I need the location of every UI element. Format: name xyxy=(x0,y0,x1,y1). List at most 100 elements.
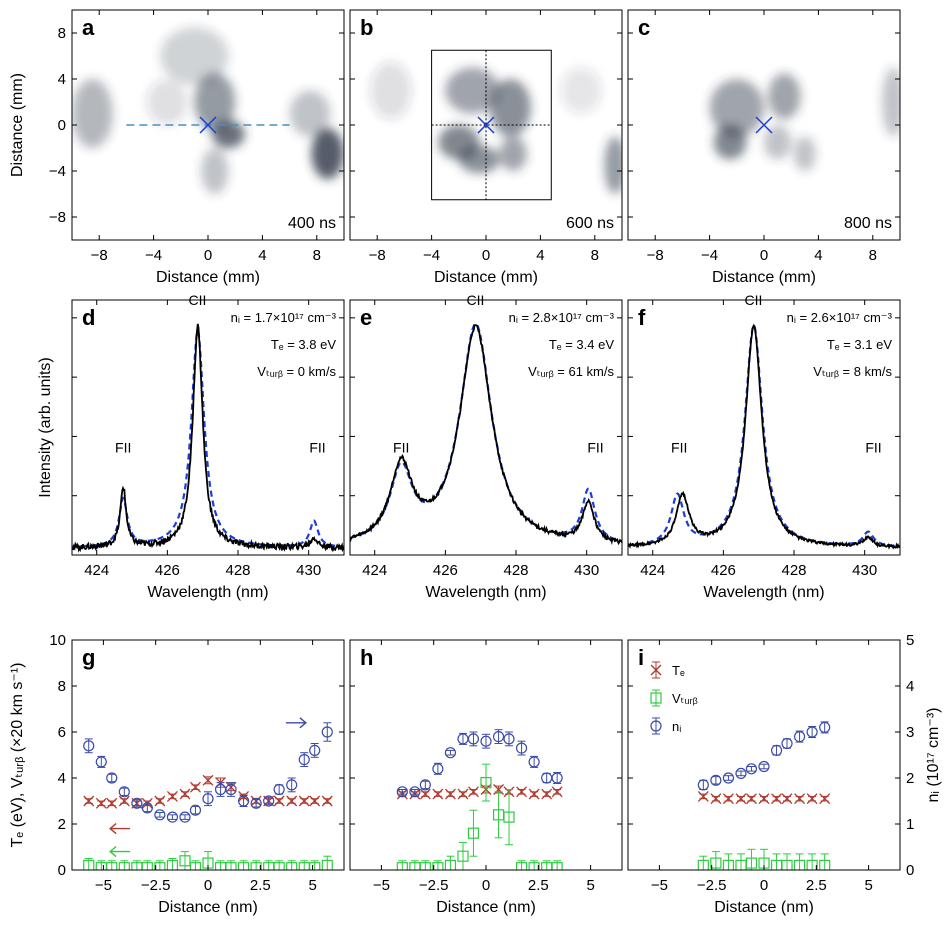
vturb-marker xyxy=(650,692,662,704)
te-marker xyxy=(432,788,444,800)
x-tick-label: 4 xyxy=(258,247,266,264)
ni-marker xyxy=(321,726,333,738)
ni-marker xyxy=(273,783,285,796)
te-marker xyxy=(189,781,201,793)
ni-marker xyxy=(432,763,444,775)
y2-tick-label: 3 xyxy=(906,724,914,741)
te-marker xyxy=(758,793,770,805)
fit-parameter: Tₑ = 3.1 eV xyxy=(827,337,893,352)
ni-marker xyxy=(722,772,735,784)
vturb-marker xyxy=(551,862,563,870)
te-marker xyxy=(493,784,505,795)
x-tick-label: −8 xyxy=(647,247,664,264)
te-marker xyxy=(457,788,469,800)
x-tick-label: 8 xyxy=(313,247,321,264)
ni-marker xyxy=(179,811,191,823)
legend-label: Tₑ xyxy=(672,663,685,678)
emission-blob xyxy=(882,67,900,137)
te-marker xyxy=(710,793,722,805)
vturb-marker xyxy=(309,862,321,870)
x-tick-label: 0 xyxy=(204,877,212,894)
te-marker xyxy=(528,788,540,800)
y-tick-label: −8 xyxy=(49,209,66,226)
emission-blob xyxy=(604,136,622,194)
x-axis-label: Distance (mm) xyxy=(156,269,260,286)
vturb-marker xyxy=(515,862,528,870)
ni-marker xyxy=(781,737,793,750)
x-tick-label: 5 xyxy=(586,877,594,894)
x-tick-label: 430 xyxy=(296,562,321,579)
ni-marker xyxy=(697,779,709,791)
vturb-marker xyxy=(250,862,262,870)
x-axis-label: Distance (nm) xyxy=(436,899,536,916)
vturb-marker xyxy=(106,862,118,870)
vturb-marker xyxy=(467,827,480,839)
axis-arrow-head xyxy=(299,717,307,729)
x-tick-label: 5 xyxy=(864,877,872,894)
y-tick-label: 6 xyxy=(58,724,66,741)
vturb-marker xyxy=(503,811,515,823)
legend-label: Vₜᵤᵣᵦ xyxy=(672,691,698,706)
image-panel-c: −8 −4 0 4 8 Distance (mm) c 800 ns xyxy=(627,9,901,286)
x-tick-label: 0 xyxy=(760,247,768,264)
vturb-marker xyxy=(781,859,793,870)
time-label: 600 ns xyxy=(566,215,614,232)
ni-marker xyxy=(467,733,480,745)
te-marker xyxy=(650,664,662,676)
te-marker xyxy=(166,790,178,802)
vturb-marker xyxy=(480,776,492,789)
x-tick-label: 426 xyxy=(155,562,180,579)
x-axis-label: Wavelength (nm) xyxy=(703,584,824,601)
plot-frame xyxy=(627,639,901,871)
y-tick-label: 2 xyxy=(58,816,66,833)
ni-marker xyxy=(286,779,298,791)
vturb-marker xyxy=(118,862,130,870)
measured-spectrum xyxy=(628,324,900,550)
ni-marker xyxy=(225,783,237,796)
x-tick-label: −2.5 xyxy=(141,877,171,894)
emission-blobs xyxy=(709,67,900,171)
profile-panel-h: −5 −2.5 0 2.5 5 Distance (nm) h xyxy=(349,639,623,916)
ni-marker xyxy=(141,802,153,814)
te-marker xyxy=(286,795,298,807)
te-marker xyxy=(106,797,118,809)
emission-blob xyxy=(289,90,331,137)
emission-blobs xyxy=(72,27,344,194)
ni-marker xyxy=(492,730,505,743)
x-tick-label: −5 xyxy=(373,877,390,894)
ni-marker xyxy=(551,772,563,784)
spectrum-lines xyxy=(72,323,344,553)
x-tick-label: −8 xyxy=(91,247,108,264)
time-label: 400 ns xyxy=(288,215,336,232)
vturb-marker xyxy=(444,859,457,870)
te-marker xyxy=(83,795,95,807)
x-tick-label: 2.5 xyxy=(806,877,827,894)
emission-blob xyxy=(160,27,229,85)
emission-blob xyxy=(793,136,816,171)
x-axis-label: Wavelength (nm) xyxy=(425,584,546,601)
vturb-marker xyxy=(396,862,408,870)
x-tick-label: 0 xyxy=(482,247,490,264)
emission-image xyxy=(370,61,622,194)
measured-spectrum xyxy=(350,324,622,546)
x-tick-label: 2.5 xyxy=(250,877,271,894)
ni-marker xyxy=(189,804,202,816)
y-tick-label: 8 xyxy=(58,678,66,695)
ni-marker xyxy=(770,744,783,757)
center-marker xyxy=(199,116,217,134)
series-ni xyxy=(697,721,831,791)
series-te xyxy=(697,790,831,805)
te-marker xyxy=(819,793,831,805)
x-tick-label: 0 xyxy=(204,247,212,264)
y-tick-label: 4 xyxy=(58,770,66,787)
panel-label: g xyxy=(82,645,95,670)
x-tick-label: 430 xyxy=(852,562,877,579)
x-axis-label: Distance (nm) xyxy=(158,899,258,916)
te-marker xyxy=(771,793,783,805)
te-marker xyxy=(722,793,734,805)
x-tick-label: 5 xyxy=(308,877,316,894)
panel-label: f xyxy=(638,305,646,330)
ni-marker xyxy=(409,786,421,798)
vturb-marker xyxy=(432,862,444,870)
x-tick-label: 428 xyxy=(504,562,529,579)
